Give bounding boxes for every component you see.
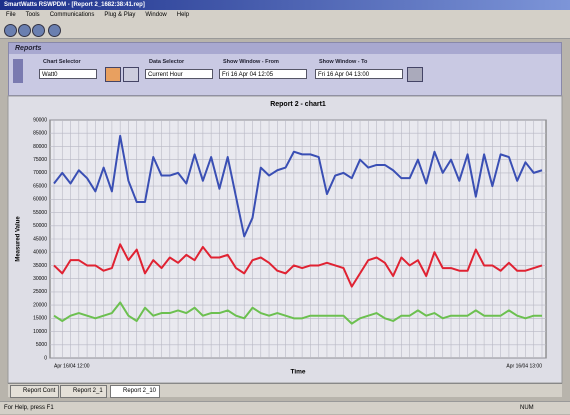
y-tick-label: 55000 — [33, 210, 47, 216]
x-tick-label: Apr 16/04 13:00 — [506, 363, 542, 369]
y-axis-label: Measured Value — [16, 216, 22, 262]
status-text: For Help, press F1 — [4, 405, 54, 411]
y-tick-label: 35000 — [33, 263, 47, 269]
tab[interactable]: Report 2_1 — [60, 385, 107, 398]
menu-item[interactable]: Plug & Play — [104, 12, 136, 18]
status-indicator: NUM — [520, 405, 534, 411]
toolbar — [0, 21, 570, 39]
panel-title: Reports — [9, 43, 561, 54]
y-tick-label: 5000 — [36, 342, 47, 348]
chart-selector[interactable]: Watt0 — [39, 69, 97, 79]
x-tick-label: Apr 16/04 12:00 — [54, 363, 90, 369]
icon-button[interactable] — [105, 67, 121, 82]
tool-button[interactable] — [48, 24, 61, 37]
y-tick-label: 40000 — [33, 250, 47, 256]
from-date[interactable]: Fri 16 Apr 04 12:05 — [219, 69, 307, 79]
menu-item[interactable]: Help — [176, 12, 190, 18]
y-tick-label: 60000 — [33, 197, 47, 203]
menu-item[interactable]: File — [6, 12, 16, 18]
menu-item[interactable]: Window — [145, 12, 167, 18]
menu-bar: File Tools Communications Plug & Play Wi… — [0, 10, 570, 21]
label: Data Selector — [149, 59, 185, 65]
label: Show Window - From — [223, 59, 279, 65]
y-tick-label: 30000 — [33, 276, 47, 282]
tool-button[interactable] — [18, 24, 31, 37]
data-line — [53, 243, 543, 288]
reports-panel: Reports Chart Selector Watt0 Data Select… — [8, 42, 562, 96]
icon-button[interactable] — [123, 67, 139, 82]
y-tick-label: 15000 — [33, 316, 47, 322]
y-tick-label: 50000 — [33, 223, 47, 229]
to-date[interactable]: Fri 16 Apr 04 13:00 — [315, 69, 403, 79]
menu-item[interactable]: Communications — [49, 12, 95, 18]
tool-button[interactable] — [4, 24, 17, 37]
data-line — [53, 301, 542, 325]
label: Chart Selector — [43, 59, 81, 65]
y-tick-label: 25000 — [33, 289, 47, 295]
y-tick-label: 0 — [44, 355, 47, 361]
label: Show Window - To — [319, 59, 368, 65]
data-line — [53, 134, 543, 238]
y-tick-label: 20000 — [33, 302, 47, 308]
tool-button[interactable] — [32, 24, 45, 37]
y-tick-label: 80000 — [33, 144, 47, 150]
data-selector[interactable]: Current Hour — [145, 69, 213, 79]
title-bar: SmartWatts RSWPDM - [Report 2_1682:38:41… — [0, 0, 570, 10]
tab-bar: Report Cont Report 2_1 Report 2_10 — [8, 383, 562, 398]
icon-button[interactable] — [407, 67, 423, 82]
y-tick-label: 65000 — [33, 183, 47, 189]
y-tick-label: 75000 — [33, 157, 47, 163]
tab[interactable]: Report Cont — [10, 385, 60, 398]
menu-item[interactable]: Tools — [25, 12, 40, 18]
y-tick-label: 85000 — [33, 131, 47, 137]
status-bar: For Help, press F1 NUM — [0, 401, 570, 414]
tab[interactable]: Report 2_10 — [110, 385, 161, 398]
x-axis-label: Time — [290, 369, 305, 376]
y-tick-label: 10000 — [33, 329, 47, 335]
y-tick-label: 90000 — [33, 117, 47, 123]
panel-grip — [13, 59, 23, 83]
chart-title: Report 2 - chart1 — [270, 101, 326, 108]
y-tick-label: 70000 — [33, 170, 47, 176]
y-tick-label: 45000 — [33, 236, 47, 242]
